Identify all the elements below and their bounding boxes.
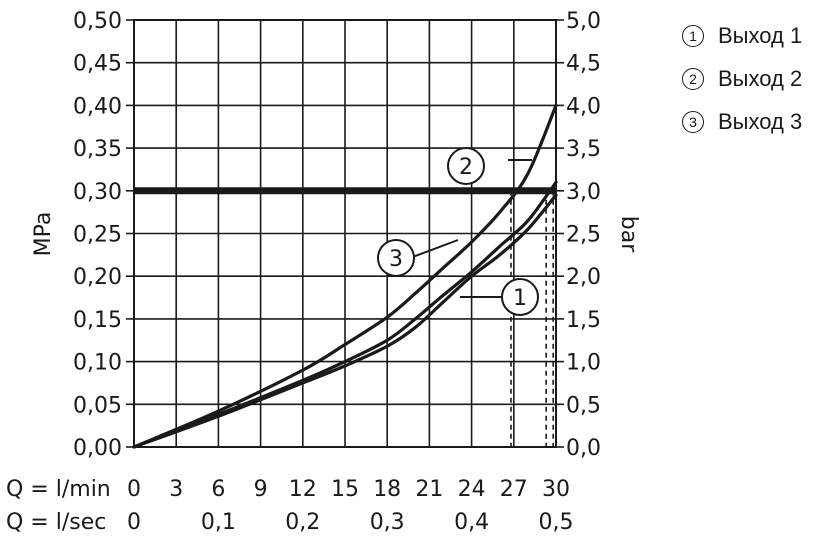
- legend: 1 Выход 1 2 Выход 2 3 Выход 3: [682, 14, 802, 143]
- callout-label-1: 1: [513, 286, 527, 311]
- y-tick-label-left: 0,15: [73, 308, 122, 333]
- x-tick-label: 0,2: [285, 510, 320, 535]
- tick-label-group: 0,000,050,100,150,200,250,300,350,400,45…: [6, 9, 601, 535]
- x-tick-label: 0,3: [370, 510, 405, 535]
- x-tick-label: 18: [373, 477, 401, 502]
- y-tick-label-left: 0,30: [73, 180, 122, 205]
- y-tick-label-left: 0,20: [73, 265, 122, 290]
- y-tick-label-right: 3,0: [566, 180, 601, 205]
- x-tick-label: 0: [127, 477, 141, 502]
- legend-number-badge: 1: [682, 24, 704, 47]
- y-tick-label-right: 0,5: [566, 393, 601, 418]
- y-tick-label-left: 0,50: [73, 9, 122, 34]
- x-row-label: Q = l/sec: [6, 510, 106, 535]
- y-tick-label-left: 0,05: [73, 393, 122, 418]
- y-tick-label-left: 0,40: [73, 94, 122, 119]
- x-row-label: Q = l/min: [6, 477, 111, 502]
- x-tick-label: 3: [169, 477, 183, 502]
- y-tick-label-right: 1,0: [566, 351, 601, 376]
- series-line-1: [132, 193, 558, 449]
- callout-label-3: 3: [389, 247, 403, 272]
- x-tick-label: 12: [289, 477, 317, 502]
- y-tick-label-left: 0,45: [73, 52, 122, 77]
- chart-axes: [126, 19, 564, 448]
- x-tick-label: 30: [542, 477, 570, 502]
- legend-label: Выход 2: [718, 65, 803, 91]
- callout-circle-2: [447, 147, 485, 185]
- legend-item: 3 Выход 3: [682, 100, 802, 143]
- x-tick-label: 0,4: [454, 510, 489, 535]
- legend-label: Выход 1: [718, 22, 803, 48]
- dropline-group: [510, 190, 554, 447]
- legend-number-badge: 2: [682, 67, 704, 90]
- callout-label-2: 2: [459, 155, 473, 180]
- y-tick-label-right: 0,0: [566, 436, 601, 461]
- legend-item: 2 Выход 2: [682, 57, 802, 100]
- callout-leader-3: [409, 239, 459, 259]
- x-tick-label: 21: [415, 477, 443, 502]
- y-tick-label-left: 0,10: [73, 351, 122, 376]
- y-axis-label-right: bar: [616, 216, 641, 253]
- callout-group: 1 2 3: [377, 147, 539, 316]
- x-tick-label: 0,1: [201, 510, 236, 535]
- x-tick-label: 27: [500, 477, 528, 502]
- callout-circle-3: [377, 239, 415, 277]
- y-tick-label-left: 0,00: [73, 436, 122, 461]
- x-tick-label: 0: [127, 510, 141, 535]
- series-group: [132, 103, 558, 449]
- y-tick-label-right: 4,5: [566, 52, 601, 77]
- x-tick-label: 0,5: [539, 510, 574, 535]
- x-tick-label: 15: [331, 477, 359, 502]
- x-tick-label: 6: [211, 477, 225, 502]
- legend-label: Выход 3: [718, 108, 803, 134]
- x-tick-label: 24: [458, 477, 486, 502]
- series-line-3: [132, 180, 558, 449]
- legend-number-badge: 3: [682, 110, 704, 133]
- callout-circle-1: [501, 278, 539, 316]
- y-tick-label-right: 4,0: [566, 94, 601, 119]
- y-tick-label-right: 2,0: [566, 265, 601, 290]
- y-tick-label-right: 5,0: [566, 9, 601, 34]
- legend-item: 1 Выход 1: [682, 14, 802, 57]
- y-tick-label-right: 3,5: [566, 137, 601, 162]
- y-tick-label-right: 2,5: [566, 223, 601, 248]
- y-tick-label-right: 1,5: [566, 308, 601, 333]
- series-line-2: [132, 103, 558, 449]
- chart-grid: [133, 19, 557, 448]
- y-tick-label-left: 0,25: [73, 223, 122, 248]
- y-axis-label-left: MPa: [31, 212, 56, 257]
- x-tick-label: 9: [254, 477, 268, 502]
- y-tick-label-left: 0,35: [73, 137, 122, 162]
